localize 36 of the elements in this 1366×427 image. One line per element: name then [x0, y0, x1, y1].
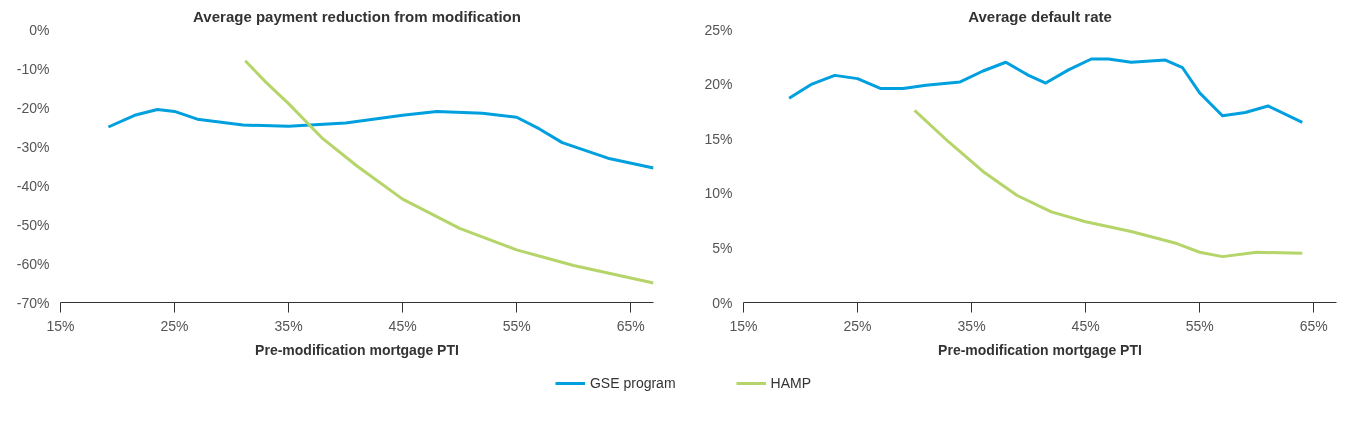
chart-title: Average payment reduction from modification	[193, 7, 521, 25]
legend-label: GSE program	[589, 374, 676, 391]
legend-label: HAMP	[770, 374, 812, 391]
y-tick-label: -70%	[16, 294, 50, 311]
x-tick-label: 55%	[502, 317, 531, 334]
y-tick-label: -40%	[16, 177, 50, 194]
line-series	[106, 107, 654, 170]
line-series	[243, 59, 654, 285]
y-tick-label: 20%	[704, 76, 733, 93]
y-tick-label: -30%	[16, 138, 50, 155]
x-tick-label: 25%	[843, 317, 872, 334]
x-axis-title: Pre-modification mortgage PTI	[255, 341, 459, 358]
x-tick-label: 15%	[46, 317, 75, 334]
x-tick-label: 25%	[160, 317, 189, 334]
x-tick-label: 35%	[957, 317, 986, 334]
y-tick-label: 10%	[704, 185, 733, 202]
x-tick-label: 35%	[274, 317, 303, 334]
line-series	[787, 57, 1304, 124]
x-tick-label: 65%	[1299, 317, 1328, 334]
x-tick-label: 45%	[388, 317, 417, 334]
y-tick-label: 0%	[712, 294, 733, 311]
y-tick-label: -10%	[16, 60, 50, 77]
line-series	[913, 108, 1304, 259]
x-tick-label: 55%	[1185, 317, 1214, 334]
y-tick-label: 15%	[704, 130, 733, 147]
y-tick-label: 25%	[704, 21, 733, 38]
x-axis-title: Pre-modification mortgage PTI	[938, 341, 1142, 358]
chart-title: Average default rate	[968, 7, 1112, 25]
y-tick-label: -20%	[16, 99, 50, 116]
y-tick-label: 5%	[712, 239, 733, 256]
x-tick-label: 65%	[616, 317, 645, 334]
x-tick-label: 15%	[729, 317, 758, 334]
x-tick-label: 45%	[1071, 317, 1100, 334]
y-tick-label: -50%	[16, 216, 50, 233]
y-tick-label: 0%	[29, 21, 50, 38]
y-tick-label: -60%	[16, 255, 50, 272]
